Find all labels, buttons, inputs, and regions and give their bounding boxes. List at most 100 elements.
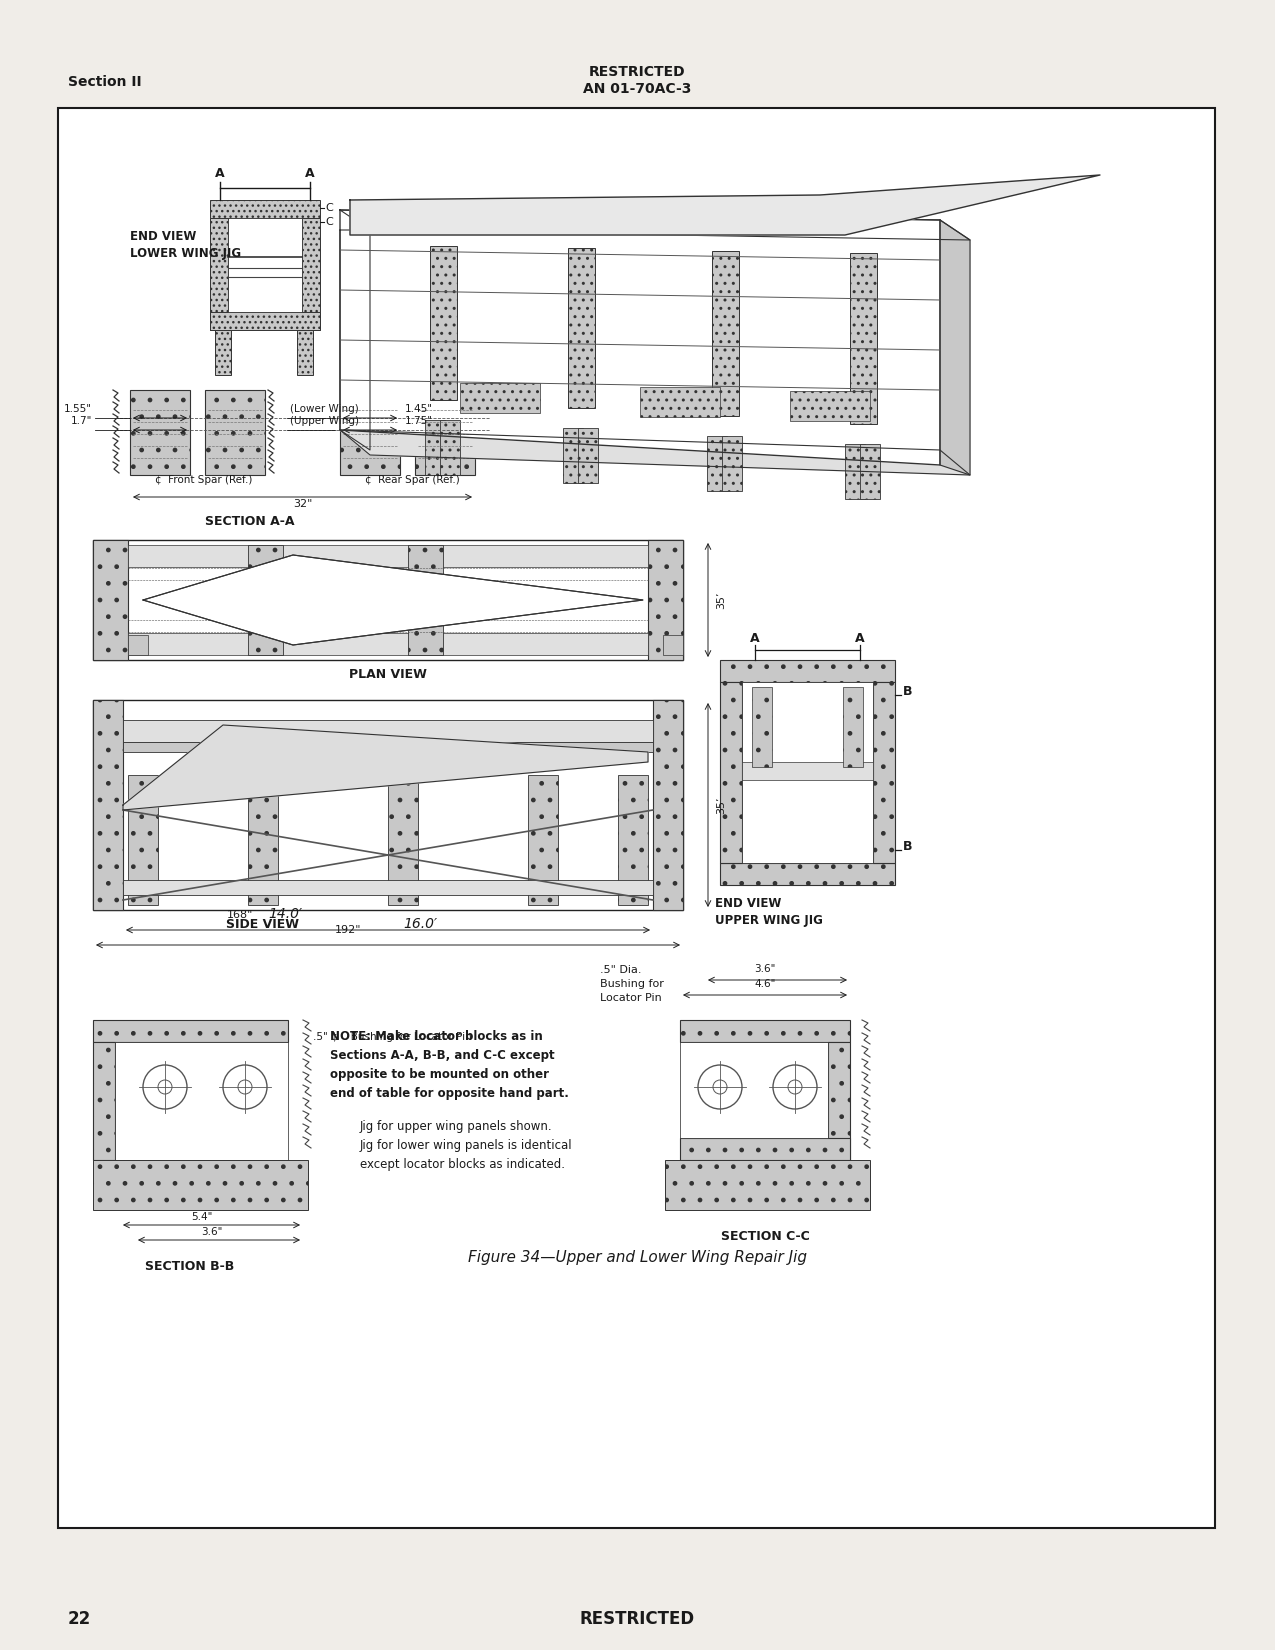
Polygon shape xyxy=(340,431,970,475)
Bar xyxy=(130,389,190,475)
Bar xyxy=(861,444,880,498)
Text: Jig for upper wing panels shown.
Jig for lower wing panels is identical
except l: Jig for upper wing panels shown. Jig for… xyxy=(360,1120,572,1172)
Bar xyxy=(873,681,895,863)
Polygon shape xyxy=(340,229,370,450)
Bar xyxy=(93,540,683,660)
Polygon shape xyxy=(340,210,970,239)
Bar xyxy=(93,1043,115,1160)
Text: Figure 34—Upper and Lower Wing Repair Jig: Figure 34—Upper and Lower Wing Repair Ji… xyxy=(468,1251,807,1266)
Text: B: B xyxy=(903,840,913,853)
Bar xyxy=(440,421,460,475)
Bar xyxy=(640,388,720,417)
Bar xyxy=(460,383,541,412)
Bar xyxy=(93,1020,288,1043)
Bar xyxy=(128,776,158,904)
Bar xyxy=(708,436,727,492)
Text: PLAN VIEW: PLAN VIEW xyxy=(349,668,427,681)
Bar xyxy=(720,863,895,884)
Bar xyxy=(128,634,648,655)
Text: ¢  Rear Spar (Ref.): ¢ Rear Spar (Ref.) xyxy=(365,475,460,485)
Bar xyxy=(210,200,320,218)
Text: RESTRICTED: RESTRICTED xyxy=(589,64,686,79)
Bar xyxy=(827,1043,850,1160)
Text: 192": 192" xyxy=(335,926,361,936)
Text: 35’: 35’ xyxy=(717,797,725,813)
Bar xyxy=(663,635,683,655)
Bar xyxy=(648,540,683,660)
Bar xyxy=(122,719,653,742)
Polygon shape xyxy=(351,175,1100,234)
Bar xyxy=(215,330,231,375)
Bar xyxy=(93,540,128,660)
Bar xyxy=(578,427,598,483)
Bar xyxy=(425,421,445,475)
Bar xyxy=(122,742,653,752)
Text: 3.6": 3.6" xyxy=(201,1228,222,1238)
Bar xyxy=(845,444,864,498)
Text: 1.75": 1.75" xyxy=(405,416,434,426)
Text: END VIEW
LOWER WING JIG: END VIEW LOWER WING JIG xyxy=(130,229,241,261)
Bar xyxy=(680,1138,850,1160)
Bar xyxy=(122,879,653,894)
Bar xyxy=(93,700,683,911)
Bar xyxy=(210,218,228,330)
Bar xyxy=(722,436,742,492)
Text: A: A xyxy=(856,632,864,645)
Text: 16.0′: 16.0′ xyxy=(403,917,437,931)
Bar xyxy=(93,1160,309,1209)
Text: END VIEW
UPPER WING JIG: END VIEW UPPER WING JIG xyxy=(715,898,822,927)
Text: 14.0′: 14.0′ xyxy=(268,908,302,921)
Text: 32": 32" xyxy=(293,498,312,508)
Bar xyxy=(414,389,476,475)
Text: SIDE VIEW: SIDE VIEW xyxy=(227,917,300,931)
Bar xyxy=(205,389,265,475)
Text: ¢  Front Spar (Ref.): ¢ Front Spar (Ref.) xyxy=(156,475,252,485)
Bar xyxy=(720,681,742,863)
Text: (Upper Wing): (Upper Wing) xyxy=(289,416,360,426)
Bar xyxy=(528,776,558,904)
Bar xyxy=(93,700,122,911)
Text: 22: 22 xyxy=(68,1610,92,1629)
Bar xyxy=(249,776,278,904)
Bar xyxy=(720,660,895,681)
Text: 5.4": 5.4" xyxy=(191,1213,212,1223)
Bar xyxy=(408,544,442,655)
Text: 1.45": 1.45" xyxy=(405,404,434,414)
Bar xyxy=(57,107,1215,1528)
Bar xyxy=(430,246,456,399)
Text: 1.7": 1.7" xyxy=(70,416,92,426)
Polygon shape xyxy=(940,219,970,475)
Bar xyxy=(297,330,312,375)
Bar xyxy=(742,762,873,780)
Bar xyxy=(680,1020,850,1043)
Bar xyxy=(128,635,148,655)
Text: 35’: 35’ xyxy=(717,591,725,609)
Text: NOTE: Make locator blocks as in
Sections A-A, B-B, and C-C except
opposite to be: NOTE: Make locator blocks as in Sections… xyxy=(330,1030,569,1101)
Bar xyxy=(302,218,320,330)
Text: 3.6": 3.6" xyxy=(755,964,775,973)
Bar xyxy=(567,248,595,408)
Text: C: C xyxy=(325,218,333,228)
Text: AN 01-70AC-3: AN 01-70AC-3 xyxy=(583,82,691,96)
Text: SECTION A-A: SECTION A-A xyxy=(205,515,295,528)
Text: 1.55": 1.55" xyxy=(64,404,92,414)
Bar xyxy=(228,218,302,312)
Bar xyxy=(653,700,683,911)
Bar xyxy=(742,681,873,863)
Bar xyxy=(618,776,648,904)
Text: SECTION B-B: SECTION B-B xyxy=(145,1261,235,1274)
Text: A: A xyxy=(305,167,315,180)
Bar xyxy=(128,544,648,568)
Text: C: C xyxy=(325,203,333,213)
Bar xyxy=(680,1043,827,1138)
Text: A: A xyxy=(750,632,760,645)
Text: Section II: Section II xyxy=(68,74,142,89)
Text: .5" ¢  . Bushing for Locator Pin: .5" ¢ . Bushing for Locator Pin xyxy=(312,1031,472,1043)
Text: A: A xyxy=(215,167,224,180)
Text: .5" Dia.
Bushing for
Locator Pin: .5" Dia. Bushing for Locator Pin xyxy=(601,965,664,1003)
Text: 4.6": 4.6" xyxy=(755,978,775,988)
Bar xyxy=(210,312,320,330)
Bar xyxy=(752,686,771,767)
Bar xyxy=(388,776,418,904)
Bar xyxy=(115,1043,288,1160)
